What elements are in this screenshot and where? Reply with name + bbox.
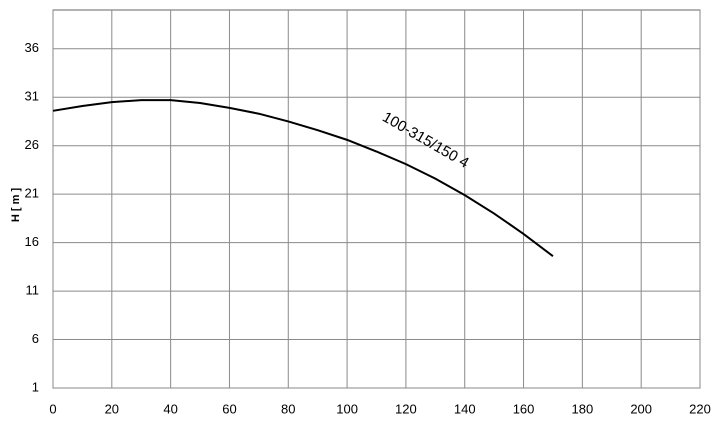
y-tick-label: 11 bbox=[26, 283, 40, 298]
line-series bbox=[52, 99, 554, 257]
x-tick-label: 0 bbox=[49, 401, 56, 416]
y-tick-label: 1 bbox=[32, 379, 39, 394]
x-tick-label: 20 bbox=[105, 401, 119, 416]
x-tick-label: 220 bbox=[689, 401, 711, 416]
x-tick-label: 120 bbox=[395, 401, 417, 416]
y-tick-label: 31 bbox=[25, 89, 39, 104]
x-tick-label: 180 bbox=[572, 401, 594, 416]
y-tick-label: 6 bbox=[32, 331, 39, 346]
x-tick-label: 200 bbox=[630, 401, 652, 416]
y-tick-label: 26 bbox=[25, 137, 39, 152]
y-tick-label: 36 bbox=[25, 40, 39, 55]
x-tick-label: 60 bbox=[222, 401, 236, 416]
x-tick-label: 160 bbox=[513, 401, 535, 416]
y-tick-label: 21 bbox=[25, 186, 39, 201]
x-tick-label: 80 bbox=[281, 401, 295, 416]
x-tick-label: 100 bbox=[336, 401, 358, 416]
x-tick-label: 40 bbox=[163, 401, 177, 416]
y-tick-label: 16 bbox=[25, 234, 39, 249]
plot-area bbox=[52, 9, 701, 389]
x-tick-label: 140 bbox=[454, 401, 476, 416]
y-axis-label: H [ m ] bbox=[10, 188, 22, 223]
